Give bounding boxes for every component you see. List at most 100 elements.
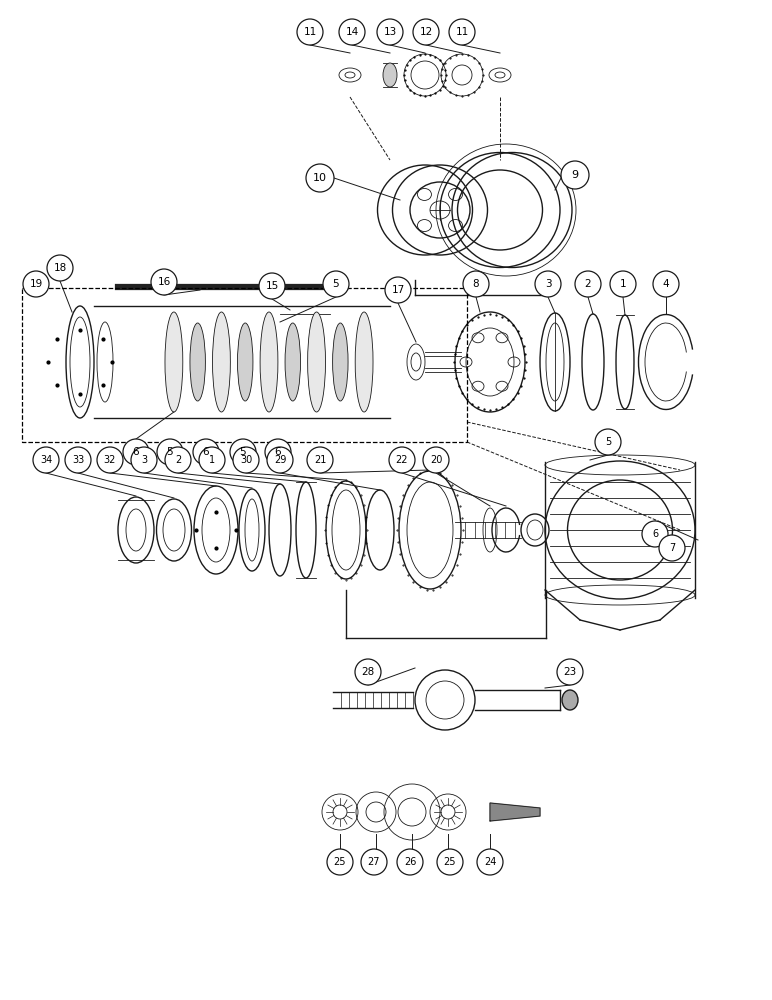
Circle shape bbox=[265, 439, 291, 465]
Circle shape bbox=[33, 447, 59, 473]
Circle shape bbox=[199, 447, 225, 473]
Text: 1: 1 bbox=[620, 279, 626, 289]
Text: 23: 23 bbox=[564, 667, 577, 677]
Ellipse shape bbox=[238, 323, 253, 401]
Text: 1: 1 bbox=[209, 455, 215, 465]
Circle shape bbox=[230, 439, 256, 465]
Circle shape bbox=[385, 277, 411, 303]
Text: 20: 20 bbox=[430, 455, 442, 465]
Text: 3: 3 bbox=[545, 279, 551, 289]
Circle shape bbox=[361, 849, 387, 875]
Circle shape bbox=[151, 269, 177, 295]
Circle shape bbox=[642, 521, 668, 547]
Text: 16: 16 bbox=[157, 277, 171, 287]
Text: 34: 34 bbox=[40, 455, 52, 465]
Circle shape bbox=[595, 429, 621, 455]
Circle shape bbox=[575, 271, 601, 297]
Ellipse shape bbox=[212, 312, 230, 412]
Text: 17: 17 bbox=[391, 285, 405, 295]
Text: 24: 24 bbox=[484, 857, 496, 867]
Ellipse shape bbox=[383, 63, 397, 87]
Text: 22: 22 bbox=[396, 455, 408, 465]
Text: 5: 5 bbox=[605, 437, 611, 447]
Text: 15: 15 bbox=[266, 281, 279, 291]
Text: 25: 25 bbox=[334, 857, 347, 867]
Ellipse shape bbox=[562, 690, 578, 710]
Circle shape bbox=[535, 271, 561, 297]
Text: 12: 12 bbox=[419, 27, 432, 37]
Circle shape bbox=[165, 447, 191, 473]
Ellipse shape bbox=[355, 312, 373, 412]
Circle shape bbox=[233, 447, 259, 473]
Circle shape bbox=[65, 447, 91, 473]
Circle shape bbox=[423, 447, 449, 473]
Ellipse shape bbox=[333, 323, 348, 401]
Circle shape bbox=[323, 271, 349, 297]
Circle shape bbox=[23, 271, 49, 297]
Circle shape bbox=[327, 849, 353, 875]
Circle shape bbox=[397, 849, 423, 875]
Text: 8: 8 bbox=[472, 279, 479, 289]
Circle shape bbox=[610, 271, 636, 297]
Circle shape bbox=[47, 255, 73, 281]
Text: 32: 32 bbox=[103, 455, 117, 465]
Text: 10: 10 bbox=[313, 173, 327, 183]
Text: 26: 26 bbox=[404, 857, 416, 867]
Text: 6: 6 bbox=[275, 447, 281, 457]
Text: 29: 29 bbox=[274, 455, 286, 465]
Circle shape bbox=[377, 19, 403, 45]
Polygon shape bbox=[490, 803, 540, 821]
Text: 30: 30 bbox=[240, 455, 252, 465]
Text: 11: 11 bbox=[455, 27, 469, 37]
Text: 2: 2 bbox=[175, 455, 181, 465]
Ellipse shape bbox=[190, 323, 205, 401]
Ellipse shape bbox=[307, 312, 326, 412]
Text: 9: 9 bbox=[571, 170, 578, 180]
Circle shape bbox=[306, 164, 334, 192]
Text: 27: 27 bbox=[367, 857, 381, 867]
Circle shape bbox=[449, 19, 475, 45]
Text: 11: 11 bbox=[303, 27, 317, 37]
Circle shape bbox=[561, 161, 589, 189]
Text: 7: 7 bbox=[669, 543, 676, 553]
Text: 19: 19 bbox=[29, 279, 42, 289]
Text: 3: 3 bbox=[141, 455, 147, 465]
Text: 25: 25 bbox=[444, 857, 456, 867]
Ellipse shape bbox=[165, 312, 183, 412]
Circle shape bbox=[123, 439, 149, 465]
Circle shape bbox=[355, 659, 381, 685]
Circle shape bbox=[557, 659, 583, 685]
Circle shape bbox=[131, 447, 157, 473]
Circle shape bbox=[193, 439, 219, 465]
Circle shape bbox=[477, 849, 503, 875]
Text: 5: 5 bbox=[333, 279, 340, 289]
Circle shape bbox=[307, 447, 333, 473]
Circle shape bbox=[413, 19, 439, 45]
Text: 21: 21 bbox=[313, 455, 327, 465]
Text: 4: 4 bbox=[662, 279, 669, 289]
Circle shape bbox=[259, 273, 285, 299]
Bar bbox=[22, 288, 467, 442]
Circle shape bbox=[267, 447, 293, 473]
Text: 6: 6 bbox=[133, 447, 139, 457]
Text: 14: 14 bbox=[345, 27, 359, 37]
Circle shape bbox=[437, 849, 463, 875]
Circle shape bbox=[297, 19, 323, 45]
Text: 5: 5 bbox=[167, 447, 173, 457]
Circle shape bbox=[389, 447, 415, 473]
Text: 33: 33 bbox=[72, 455, 84, 465]
Text: 2: 2 bbox=[584, 279, 591, 289]
Text: 18: 18 bbox=[53, 263, 66, 273]
Text: 28: 28 bbox=[361, 667, 374, 677]
Circle shape bbox=[97, 447, 123, 473]
Circle shape bbox=[157, 439, 183, 465]
Ellipse shape bbox=[285, 323, 300, 401]
Circle shape bbox=[653, 271, 679, 297]
Text: 5: 5 bbox=[239, 447, 246, 457]
Ellipse shape bbox=[260, 312, 278, 412]
Circle shape bbox=[463, 271, 489, 297]
Circle shape bbox=[659, 535, 685, 561]
Text: 6: 6 bbox=[203, 447, 209, 457]
Circle shape bbox=[339, 19, 365, 45]
Text: 13: 13 bbox=[384, 27, 397, 37]
